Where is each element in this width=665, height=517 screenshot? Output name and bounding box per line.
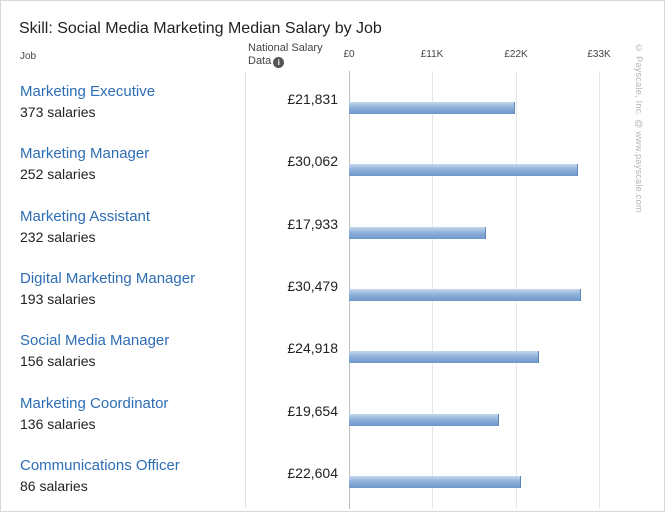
salary-bar[interactable]: [349, 227, 486, 239]
salary-count: 156 salaries: [20, 353, 96, 369]
gridline: [599, 71, 600, 509]
salary-count: 86 salaries: [20, 478, 88, 494]
salary-count: 136 salaries: [20, 416, 96, 432]
table-row: Marketing Coordinator 136 salaries £19,654: [1, 395, 641, 455]
job-title-link[interactable]: Digital Marketing Manager: [20, 270, 196, 287]
chart-title: Skill: Social Media Marketing Median Sal…: [19, 20, 382, 37]
x-tick-label: £33K: [587, 49, 611, 60]
copyright-watermark: © Payscale, Inc. @ www.payscale.com: [634, 43, 644, 213]
median-salary-label: £21,831: [287, 91, 338, 107]
median-salary-label: £19,654: [287, 403, 338, 419]
salary-count: 193 salaries: [20, 291, 96, 307]
salary-bar[interactable]: [349, 476, 521, 488]
salary-count: 232 salaries: [20, 229, 96, 245]
job-title-link[interactable]: Marketing Executive: [20, 83, 156, 100]
salary-bar[interactable]: [349, 414, 499, 426]
median-salary-label: £30,062: [287, 153, 338, 169]
median-salary-label: £17,933: [287, 216, 338, 232]
salary-bar[interactable]: [349, 102, 515, 114]
job-title-link[interactable]: Marketing Manager: [20, 145, 150, 162]
x-tick-label: £0: [343, 49, 355, 60]
x-tick-label: £22K: [504, 49, 528, 60]
median-salary-label: £30,479: [287, 278, 338, 294]
salary-bar[interactable]: [349, 164, 578, 176]
table-row: Digital Marketing Manager 193 salaries £30…: [1, 270, 641, 330]
job-title-link[interactable]: Communications Officer: [20, 457, 180, 474]
salary-count: 373 salaries: [20, 104, 96, 120]
table-row: Marketing Assistant 232 salaries £17,933: [1, 208, 641, 268]
job-column-header: Job: [20, 51, 37, 62]
median-salary-label: £22,604: [287, 465, 338, 481]
table-row: Marketing Executive 373 salaries £21,831: [1, 83, 641, 143]
salary-column-header-text: National Salary Data: [248, 42, 323, 67]
info-icon[interactable]: i: [273, 57, 285, 68]
median-salary-label: £24,918: [287, 340, 338, 356]
x-tick-label: £11K: [420, 49, 444, 60]
salary-count: 252 salaries: [20, 166, 96, 182]
table-row: Communications Officer 86 salaries £22,604: [1, 457, 641, 517]
salary-bar[interactable]: [349, 289, 581, 301]
job-title-link[interactable]: Marketing Coordinator: [20, 395, 169, 412]
job-title-link[interactable]: Social Media Manager: [20, 332, 170, 349]
salary-bar[interactable]: [349, 351, 539, 363]
column-divider: [245, 72, 246, 508]
table-row: Marketing Manager 252 salaries £30,062: [1, 145, 641, 205]
table-row: Social Media Manager 156 salaries £24,918: [1, 332, 641, 392]
salary-column-header: National Salary Data i: [248, 42, 338, 68]
job-title-link[interactable]: Marketing Assistant: [20, 208, 151, 225]
